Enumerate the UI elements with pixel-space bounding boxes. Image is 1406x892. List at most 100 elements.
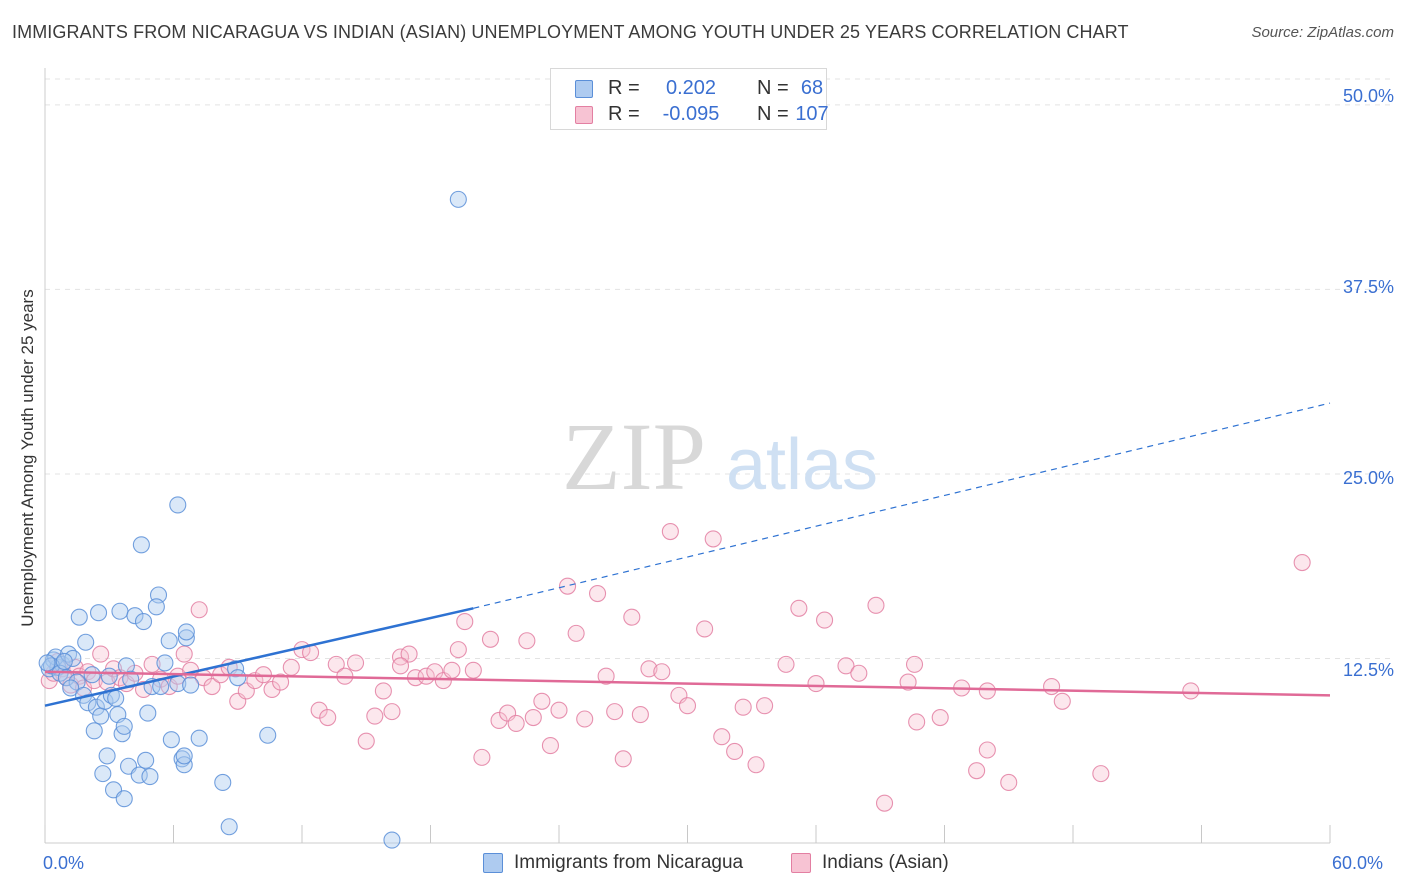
indians-point	[747, 756, 765, 774]
indians-point	[576, 710, 594, 728]
indians-point	[203, 677, 221, 696]
indians-point	[905, 655, 924, 673]
legend-swatch-pink	[575, 106, 593, 124]
indians-point	[310, 701, 328, 719]
indians-point	[734, 698, 752, 716]
series-legend-label: Indians (Asian)	[822, 852, 949, 873]
series-legend-label: Immigrants from Nicaragua	[514, 852, 744, 873]
chart-title: IMMIGRANTS FROM NICARAGUA VS INDIAN (ASI…	[12, 22, 1129, 42]
nicaragua-point	[175, 747, 193, 765]
indians-point	[908, 713, 926, 731]
indians-point	[968, 762, 986, 780]
indians-point	[383, 703, 401, 721]
legend-n-label: N =	[757, 103, 789, 125]
indians-point	[449, 641, 467, 659]
nicaragua-point	[182, 676, 200, 694]
nicaragua-point	[177, 629, 195, 647]
nicaragua-point	[83, 666, 101, 684]
nicaragua-point	[175, 756, 193, 774]
indians-point	[777, 655, 795, 673]
grid-lines	[45, 78, 1392, 659]
indians-point	[726, 742, 744, 761]
indians-point	[816, 611, 834, 629]
indians-point	[606, 703, 624, 721]
indians-point	[640, 660, 658, 678]
nicaragua-point	[139, 704, 157, 722]
nicaragua-point	[111, 602, 129, 620]
indians-point	[899, 673, 917, 691]
indians-point	[653, 663, 671, 681]
nicaragua-point	[449, 190, 467, 208]
nicaragua-point	[162, 731, 180, 749]
nicaragua-point	[130, 766, 148, 784]
indians-point	[481, 630, 500, 648]
indians-point	[507, 714, 525, 732]
correlation-legend: R = 0.202 N = 68 R = -0.095 N = 107	[550, 68, 829, 130]
indians-point	[518, 632, 536, 650]
indians-point	[374, 682, 392, 700]
indians-point	[1293, 553, 1311, 572]
indians-point	[541, 737, 559, 755]
indians-point	[272, 673, 290, 691]
indians-point	[696, 620, 714, 638]
indians-point	[391, 657, 410, 675]
nicaragua-point	[87, 698, 105, 716]
nicaragua-trend-line	[44, 607, 474, 707]
indians-point	[1182, 682, 1200, 700]
indians-point	[550, 701, 568, 719]
legend-r-label: R =	[608, 77, 640, 99]
indians-point	[567, 624, 585, 642]
indians-point	[713, 728, 731, 746]
y-tick-50: 50.0%	[1342, 86, 1394, 106]
nicaragua-point	[70, 608, 88, 626]
legend-r-value: -0.095	[662, 103, 720, 125]
legend-n-label: N =	[757, 77, 789, 99]
nicaragua-point	[126, 607, 144, 625]
nicaragua-point	[38, 654, 56, 672]
indians-point	[1053, 692, 1071, 710]
series-swatch-blue	[483, 853, 503, 873]
indians-point	[456, 613, 474, 631]
indians-point	[263, 680, 281, 699]
nicaragua-point	[92, 707, 110, 725]
nicaragua-point	[107, 689, 125, 707]
nicaragua-point	[98, 747, 116, 765]
indians-point	[1092, 765, 1110, 783]
watermark-zip: ZIP	[562, 403, 706, 510]
indians-point	[623, 608, 641, 626]
indians-point	[1043, 677, 1061, 696]
indians-asian-points	[40, 522, 1311, 812]
indians-point	[533, 692, 551, 710]
indians-point	[346, 654, 365, 672]
nicaragua-point	[177, 623, 195, 641]
nicaragua-point	[190, 729, 208, 747]
indians-trend-line	[44, 670, 1331, 697]
nicaragua-point	[383, 831, 401, 849]
nicaragua-point	[259, 726, 277, 744]
legend-n-value: 68	[800, 77, 824, 99]
nicaragua-point	[94, 765, 112, 783]
indians-point	[588, 584, 607, 603]
indians-point	[931, 708, 949, 727]
indians-point	[704, 530, 722, 548]
nicaragua-point	[137, 751, 155, 769]
nicaragua-point	[132, 536, 150, 554]
indians-point	[867, 596, 885, 614]
nicaragua-point	[156, 654, 174, 672]
y-tick-37-5: 37.5%	[1342, 277, 1394, 297]
indians-point	[143, 655, 161, 673]
nicaragua-points	[38, 190, 467, 849]
indians-point	[850, 664, 868, 682]
indians-point	[875, 794, 894, 812]
legend-r-label: R =	[608, 103, 640, 125]
nicaragua-point	[220, 818, 238, 836]
indians-point	[473, 748, 491, 766]
indians-point	[661, 522, 679, 541]
nicaragua-point	[134, 613, 153, 631]
indians-point	[464, 661, 482, 679]
nicaragua-point	[147, 598, 165, 616]
indians-point	[614, 750, 632, 768]
nicaragua-point	[141, 768, 159, 786]
trend-lines	[44, 402, 1331, 707]
indians-point	[282, 658, 300, 676]
